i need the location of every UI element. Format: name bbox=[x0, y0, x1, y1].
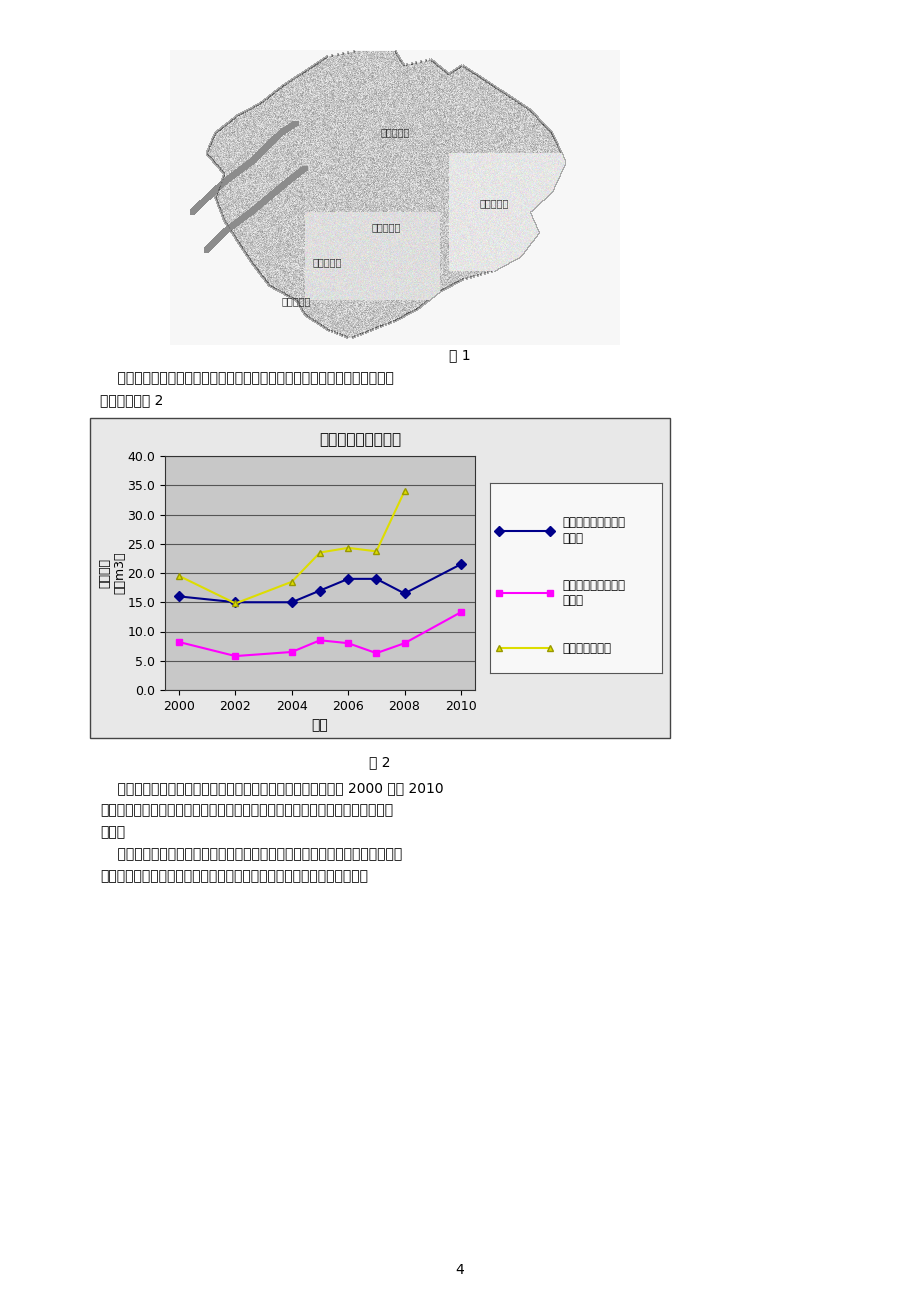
Text: 4: 4 bbox=[455, 1263, 464, 1277]
Text: 大清河流域: 大清河流域 bbox=[281, 296, 311, 306]
Text: 永定河流域: 永定河流域 bbox=[312, 258, 342, 267]
Text: 图 1: 图 1 bbox=[448, 348, 471, 362]
Text: 年全年水资源总量呈现上升趋势。说明，北京市未来水资源总量一定范围将持续: 年全年水资源总量呈现上升趋势。说明，北京市未来水资源总量一定范围将持续 bbox=[100, 803, 392, 816]
Text: 首先分析历年来北京水资源的来源，来确定北京水资源的供应量，其具体的: 首先分析历年来北京水资源的来源，来确定北京水资源的供应量，其具体的 bbox=[100, 371, 393, 385]
Text: 北京市水资源的来源: 北京市水资源的来源 bbox=[319, 432, 401, 448]
Text: 变化趋势如图 2: 变化趋势如图 2 bbox=[100, 393, 164, 408]
Text: 增加。: 增加。 bbox=[100, 825, 125, 838]
Text: 北运河流域: 北运河流域 bbox=[371, 223, 401, 232]
Text: 潮白河流域: 潮白河流域 bbox=[380, 128, 409, 138]
Text: 全年水资源总量: 全年水资源总量 bbox=[562, 642, 610, 655]
Text: 需水量的比较，来找出北京水资源的供需关系，历年用水变化趋势如下：: 需水量的比较，来找出北京水资源的供需关系，历年用水变化趋势如下： bbox=[100, 868, 368, 883]
Text: 地下水资源量（亿立
方米）: 地下水资源量（亿立 方米） bbox=[562, 517, 625, 544]
Text: 从上图可知，北京市的水资源主要来源于地下水，地表水，从 2000 年到 2010: 从上图可知，北京市的水资源主要来源于地下水，地表水，从 2000 年到 2010 bbox=[100, 781, 443, 796]
Text: 再对北京市的水资源用途进行分析，我找出主要的用水途径，通过对供水量与: 再对北京市的水资源用途进行分析，我找出主要的用水途径，通过对供水量与 bbox=[100, 848, 402, 861]
Text: 图 2: 图 2 bbox=[369, 755, 391, 769]
Text: 水资源量
（亿m3）: 水资源量 （亿m3） bbox=[98, 552, 126, 594]
Bar bbox=[90, 418, 669, 738]
X-axis label: 年份: 年份 bbox=[312, 719, 328, 732]
Text: 地表水资源量（亿立
方米）: 地表水资源量（亿立 方米） bbox=[562, 579, 625, 607]
Text: 蓟运河流域: 蓟运河流域 bbox=[479, 198, 508, 208]
